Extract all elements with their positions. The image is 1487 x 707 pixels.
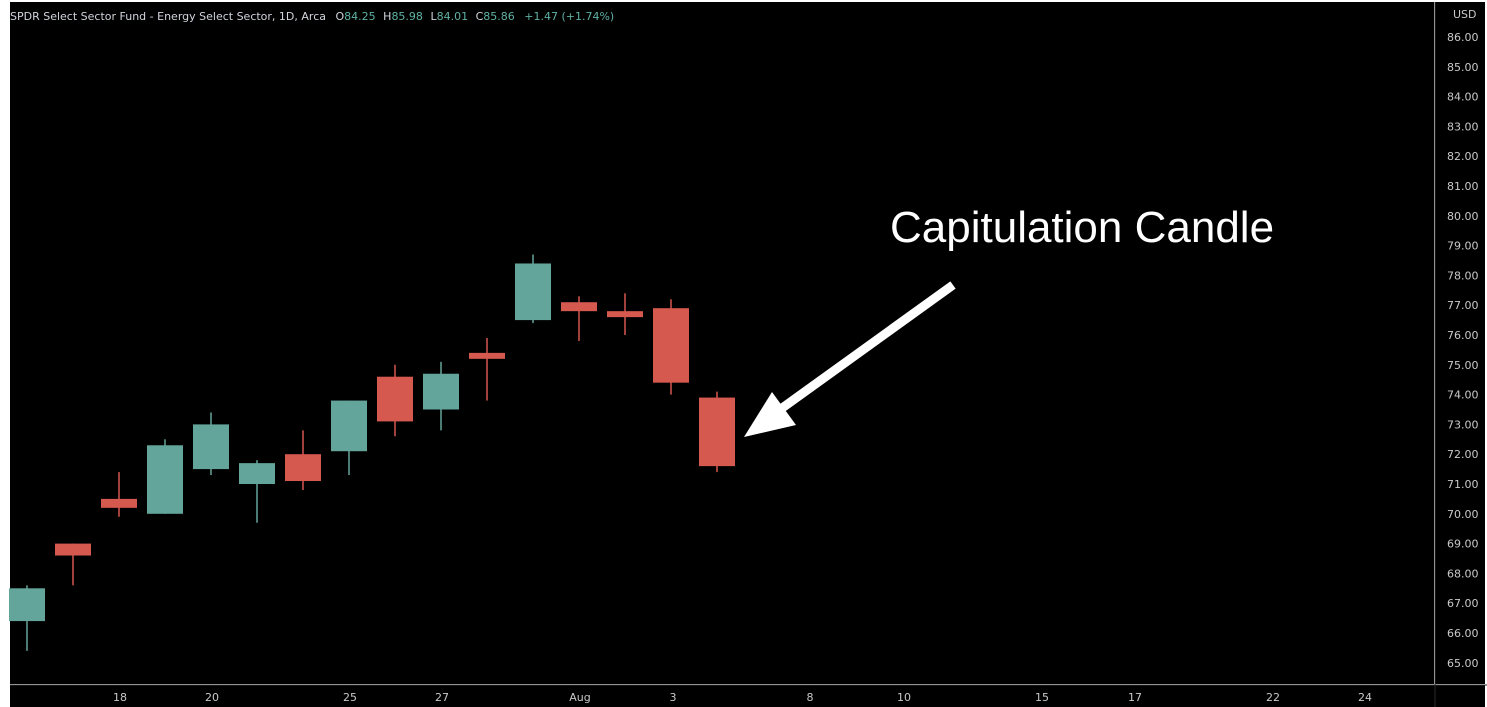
chart-legend: SPDR Select Sector Fund - Energy Select … [10, 10, 614, 23]
legend-high-value: 85.98 [391, 10, 423, 23]
candle-body-down[interactable] [561, 302, 597, 312]
candle-body-down[interactable] [607, 311, 643, 318]
price-tick-label: 80.00 [1447, 210, 1479, 223]
price-tick-label: 73.00 [1447, 418, 1479, 431]
time-tick-label: 17 [1128, 691, 1142, 704]
price-axis-background [1435, 2, 1485, 684]
annotation-arrowhead [744, 392, 796, 437]
candle-body-up[interactable] [239, 463, 275, 484]
candle-body-up[interactable] [193, 424, 229, 470]
legend-change-value: +1.47 (+1.74%) [524, 10, 614, 23]
candle-body-down[interactable] [469, 352, 505, 359]
annotation-arrow [757, 281, 956, 428]
price-tick-label: 86.00 [1447, 31, 1479, 44]
price-tick-label: 68.00 [1447, 567, 1479, 580]
price-tick-label: 82.00 [1447, 150, 1479, 163]
legend-close-value: 85.86 [483, 10, 515, 23]
price-tick-label: 75.00 [1447, 359, 1479, 372]
price-tick-label: 65.00 [1447, 657, 1479, 670]
time-axis-background [10, 685, 1485, 707]
price-tick-label: 79.00 [1447, 240, 1479, 253]
time-tick-label: 25 [343, 691, 357, 704]
time-axis[interactable]: 18 20 25 27 Aug 3 8 10 15 17 22 24 [113, 691, 1372, 704]
price-tick-label: 76.00 [1447, 329, 1479, 342]
price-tick-label: 71.00 [1447, 478, 1479, 491]
time-tick-label: 8 [807, 691, 814, 704]
price-tick-label: 85.00 [1447, 61, 1479, 74]
candles-layer [9, 254, 735, 651]
candle-body-up[interactable] [515, 263, 551, 321]
time-tick-label: 27 [435, 691, 449, 704]
candle-body-up[interactable] [331, 400, 367, 452]
currency-label: USD [1453, 8, 1477, 21]
symbol-description: SPDR Select Sector Fund - Energy Select … [10, 10, 326, 23]
price-tick-label: 70.00 [1447, 508, 1479, 521]
price-tick-label: 77.00 [1447, 299, 1479, 312]
legend-low-label: L [430, 10, 437, 23]
time-tick-label: 10 [897, 691, 911, 704]
candle-body-down[interactable] [653, 308, 689, 383]
time-tick-label: 22 [1266, 691, 1280, 704]
legend-open-label: O [335, 10, 344, 23]
candle-body-down[interactable] [377, 376, 413, 422]
candle-body-down[interactable] [101, 498, 137, 508]
price-tick-label: 84.00 [1447, 91, 1479, 104]
time-tick-label: 15 [1035, 691, 1049, 704]
time-tick-label: Aug [569, 691, 590, 704]
price-tick-label: 81.00 [1447, 180, 1479, 193]
legend-close-label: C [476, 10, 484, 23]
candle-body-up[interactable] [9, 588, 45, 622]
price-tick-label: 67.00 [1447, 597, 1479, 610]
time-tick-label: 3 [670, 691, 677, 704]
price-tick-label: 74.00 [1447, 389, 1479, 402]
plot-background [10, 2, 1434, 684]
price-tick-label: 78.00 [1447, 269, 1479, 282]
legend-low-value: 84.01 [437, 10, 469, 23]
candle-body-down[interactable] [699, 397, 735, 467]
time-tick-label: 24 [1358, 691, 1372, 704]
price-tick-label: 83.00 [1447, 120, 1479, 133]
time-tick-label: 20 [205, 691, 219, 704]
price-axis[interactable]: 86.00 85.00 84.00 83.00 82.00 81.00 80.00 79.00… [1447, 31, 1479, 670]
annotation-label: Capitulation Candle [890, 203, 1274, 252]
time-tick-label: 18 [113, 691, 127, 704]
candle-body-up[interactable] [147, 445, 183, 514]
legend-open-value: 84.25 [344, 10, 376, 23]
candle-body-down[interactable] [285, 454, 321, 482]
price-tick-label: 66.00 [1447, 627, 1479, 640]
legend-high-label: H [383, 10, 391, 23]
candle-body-up[interactable] [423, 373, 459, 410]
price-tick-label: 69.00 [1447, 538, 1479, 551]
price-tick-label: 72.00 [1447, 448, 1479, 461]
candle-body-down[interactable] [55, 543, 91, 556]
